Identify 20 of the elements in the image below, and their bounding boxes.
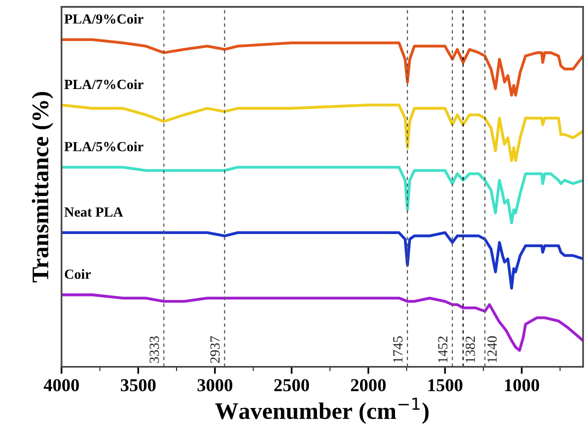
series-label: Coir [64, 269, 91, 279]
ref-line-label: 1745 [393, 336, 403, 362]
series-label: PLA/7%Coir [64, 79, 144, 90]
series-label: PLA/9%Coir [64, 14, 144, 24]
ref-line-label: 1452 [438, 336, 448, 362]
ref-line-label: 1240 [487, 336, 497, 362]
series-label: PLA/5%Coir [64, 142, 144, 152]
x-tick-label: 2000 [351, 379, 386, 392]
ref-line-label: 1382 [466, 336, 475, 362]
y-axis-title: Transmittance (%) [32, 92, 54, 282]
x-axis-title: Wavenumber (cm$^{−1}$) [215, 398, 429, 424]
series-label: Neat PLA [64, 207, 124, 217]
x-tick-label: 2500 [274, 379, 309, 392]
x-tick-label: 3500 [120, 379, 156, 392]
ref-line-label: 3333 [150, 336, 159, 363]
x-tick-label: 3000 [198, 379, 232, 392]
x-tick-label: 4000 [44, 379, 79, 392]
ref-line-label: 2937 [210, 336, 220, 363]
x-tick-label: 1000 [505, 379, 540, 392]
x-tick-label: 1500 [428, 379, 462, 392]
